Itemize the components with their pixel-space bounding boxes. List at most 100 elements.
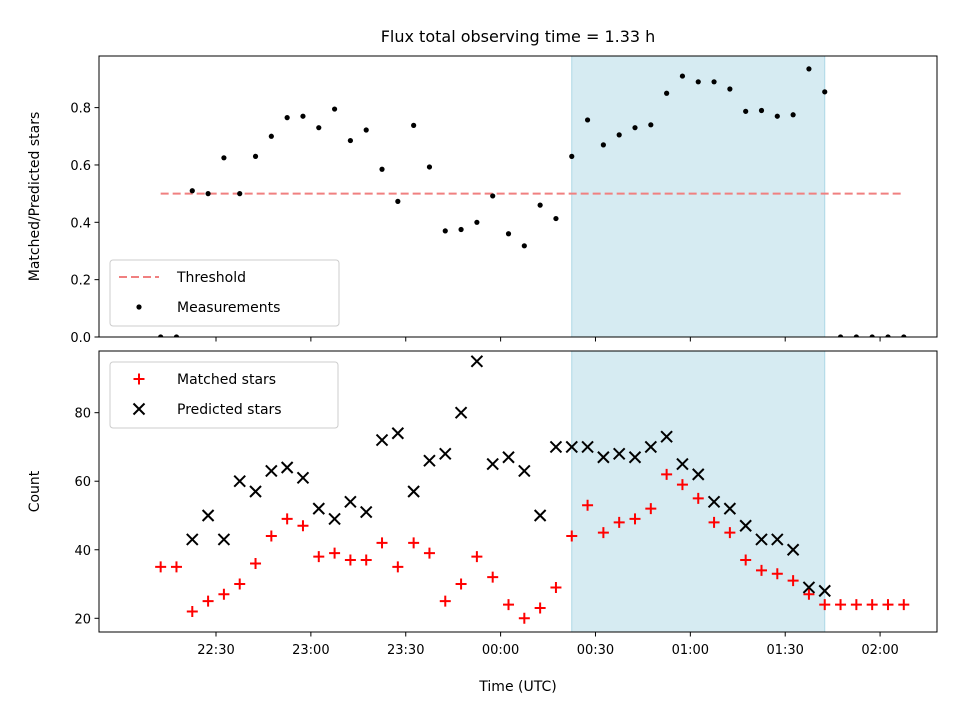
predicted-stars-point [265,464,278,478]
measurement-point [727,86,733,92]
x-tick-label: 01:30 [766,643,803,658]
measurement-point [901,334,907,337]
y-tick-label: 80 [74,407,91,422]
measurement-point [237,191,243,197]
matched-stars-point [676,479,688,491]
measurement-point [173,334,180,337]
top-panel: 0.0 0.2 0.4 0.6 0.8 Matched/Predicted stars Th… [27,55,938,346]
y-tick-label: 0.6 [70,159,91,174]
y-tick-label: 60 [74,475,91,490]
matched-stars-point [376,537,388,549]
measurement-point [648,122,654,128]
measurement-point [632,125,638,131]
predicted-stars-point [597,451,610,464]
measurement-point [474,219,480,225]
matched-stars-point [708,516,720,528]
measurement-point [505,231,512,237]
measurement-point [616,132,622,138]
predicted-stars-point [280,461,294,474]
predicted-stars-point [470,355,484,368]
matched-stars-point [503,599,515,611]
matched-stars-point [661,468,673,480]
measurement-point [695,79,701,85]
measurement-point [411,122,417,128]
matched-stars-point [281,513,293,525]
matched-stars-point [408,537,420,549]
measurement-point [158,334,164,337]
matched-stars-point [234,578,246,590]
matched-stars-point [787,575,799,587]
matched-stars-point [534,602,546,614]
measurement-point [711,79,717,85]
matched-stars-point [186,605,198,617]
legend-label: Matched stars [177,372,276,388]
matched-stars-point [692,492,704,504]
predicted-stars-point [549,440,563,454]
bottom-panel: 22:30 23:00 23:30 00:00 00:30 01:00 01:30 02:00… [27,350,938,658]
measurement-point [189,188,195,194]
matched-stars-point [133,373,145,385]
matched-stars-point [724,527,736,539]
matched-stars-point [455,578,467,590]
measurement-point [490,193,496,199]
x-tick-label: 23:30 [387,643,424,658]
y-tick-label: 0.8 [70,102,91,117]
measurement-point [379,166,385,172]
observing-window-shade [571,55,826,338]
matched-stars-point [866,599,878,611]
predicted-stars-point [132,402,146,416]
matched-stars-point [550,581,562,593]
measurement-point [426,164,433,170]
axes-frame [98,350,938,633]
measurement-point [537,202,543,208]
predicted-stars-point [502,451,515,464]
measurement-point [458,226,464,233]
matched-stars-point [582,499,594,511]
predicted-stars-point [217,533,231,546]
matched-stars-point [613,516,625,528]
matched-stars-point [755,564,767,576]
legend: Matched stars Predicted stars [109,361,339,429]
measurement-point [806,66,812,72]
chart-title: Flux total observing time = 1.33 h [381,27,656,46]
observing-window-shade [571,350,826,633]
measurement-point [221,155,227,161]
measurement-point [774,113,780,119]
measurement-point [758,107,765,114]
predicted-stars-point [328,512,341,526]
matched-stars-point [250,557,262,569]
matched-stars-point [155,561,167,573]
matched-stars-point [771,568,783,580]
y-axis-label: Matched/Predicted stars [27,112,43,282]
predicted-stars-point [707,495,721,508]
predicted-stars-point [249,485,262,498]
predicted-stars-point [723,502,737,515]
measurement-point [136,304,142,310]
measurement-point [584,117,591,123]
measurement-point [569,153,575,159]
legend-box [109,361,339,429]
matched-stars-point [218,588,230,600]
matched-stars-point [170,561,182,573]
measurement-point [284,115,290,121]
matched-stars-point [313,551,325,563]
predicted-stars-point [818,584,831,598]
measurement-point [316,125,322,131]
predicted-stars-point [771,533,784,546]
x-tick-label: 23:00 [292,643,329,658]
y-tick-label: 0.0 [70,331,91,346]
matched-stars-point [629,513,641,525]
matched-stars-point [740,554,752,566]
x-tick-label: 01:00 [672,643,709,658]
predicted-stars-point [486,457,499,471]
matched-stars-point [566,530,578,542]
matched-stars-point [423,547,435,559]
predicted-stars-point [296,471,310,485]
measurement-point [442,228,448,234]
measurement-point [600,142,606,148]
measurement-point [331,106,338,112]
predicted-stars-point [407,485,420,498]
measurement-point [822,89,828,95]
matched-stars-point [518,612,530,624]
